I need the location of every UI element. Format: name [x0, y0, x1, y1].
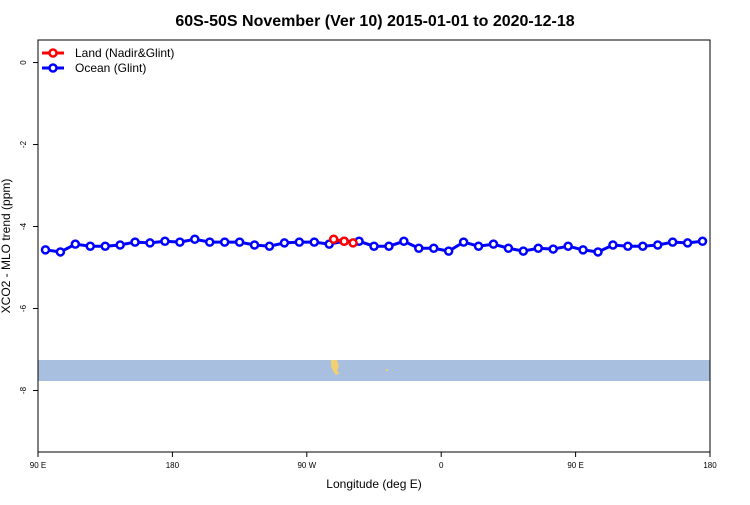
data-point	[339, 236, 349, 247]
data-point	[608, 240, 618, 250]
y-tick-label: -6	[19, 304, 28, 312]
data-point	[458, 237, 469, 247]
legend-marker	[48, 63, 58, 73]
data-point	[348, 238, 358, 248]
data-point	[264, 241, 275, 251]
data-point	[309, 237, 320, 247]
data-point	[623, 241, 633, 251]
data-point	[219, 237, 230, 247]
land-patch	[331, 360, 340, 375]
data-point	[85, 241, 96, 251]
y-axis-label: XCO2 - MLO trend (ppm)	[0, 179, 13, 314]
x-tick-label: 180	[703, 461, 717, 470]
data-point	[279, 238, 290, 248]
data-point	[503, 243, 514, 254]
data-point	[204, 237, 215, 247]
x-tick-label: 0	[439, 461, 444, 470]
data-point	[638, 241, 648, 251]
data-point	[234, 237, 245, 247]
data-point	[428, 243, 439, 254]
x-axis-label: Longitude (deg E)	[326, 477, 421, 491]
data-point	[518, 246, 529, 256]
data-point	[160, 236, 170, 247]
data-point	[328, 234, 339, 244]
y-tick-label: -4	[19, 222, 28, 230]
data-point	[399, 236, 409, 247]
data-point	[130, 237, 140, 247]
y-tick-label: -8	[19, 386, 28, 394]
data-point	[249, 240, 260, 250]
data-point	[414, 243, 424, 254]
data-point	[294, 237, 305, 247]
x-tick-label: 90 E	[567, 461, 583, 470]
x-tick-label: 180	[166, 461, 180, 470]
data-point	[70, 239, 81, 249]
data-point	[145, 238, 155, 248]
y-tick-label: 0	[19, 60, 28, 65]
data-point	[100, 241, 110, 251]
chart-title: 60S-50S November (Ver 10) 2015-01-01 to …	[175, 13, 574, 30]
data-point	[697, 236, 708, 247]
data-point	[175, 237, 185, 247]
data-point	[682, 238, 693, 248]
x-tick-label: 90 E	[30, 461, 46, 470]
data-point	[488, 239, 499, 249]
data-point	[593, 247, 603, 257]
x-tick-label: 90 W	[297, 461, 316, 470]
map-strip	[38, 360, 710, 381]
data-point	[578, 245, 588, 255]
land-patch	[386, 369, 388, 371]
data-point	[40, 245, 51, 255]
legend-label: Ocean (Glint)	[75, 61, 146, 75]
data-point	[190, 234, 200, 244]
data-point	[563, 241, 573, 251]
data-point	[115, 240, 125, 250]
data-point	[667, 237, 678, 247]
data-point	[473, 241, 484, 251]
plot-frame	[37, 39, 711, 453]
data-point	[443, 246, 454, 256]
legend-marker	[48, 48, 58, 58]
data-point	[652, 240, 663, 250]
legend-label: Land (Nadir&Glint)	[75, 46, 174, 60]
data-point	[533, 243, 544, 254]
data-point	[384, 241, 394, 251]
y-tick-label: -2	[19, 140, 28, 148]
data-point	[369, 241, 379, 251]
data-point	[55, 247, 66, 257]
data-point	[548, 244, 558, 254]
